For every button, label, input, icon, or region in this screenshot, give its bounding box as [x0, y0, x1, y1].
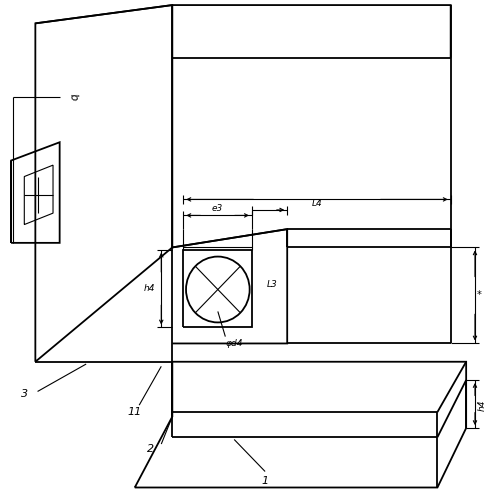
Text: φd4: φd4: [225, 339, 243, 348]
Text: L3: L3: [267, 280, 278, 288]
Text: h4: h4: [477, 400, 486, 411]
Text: h4: h4: [144, 284, 155, 293]
Text: *: *: [477, 290, 482, 300]
Text: b: b: [67, 92, 78, 101]
Text: 3: 3: [21, 389, 28, 399]
Text: 1: 1: [262, 476, 269, 486]
Text: 11: 11: [128, 407, 142, 417]
Text: e3: e3: [212, 204, 223, 213]
Text: L4: L4: [311, 200, 322, 209]
Text: 2: 2: [147, 444, 154, 454]
